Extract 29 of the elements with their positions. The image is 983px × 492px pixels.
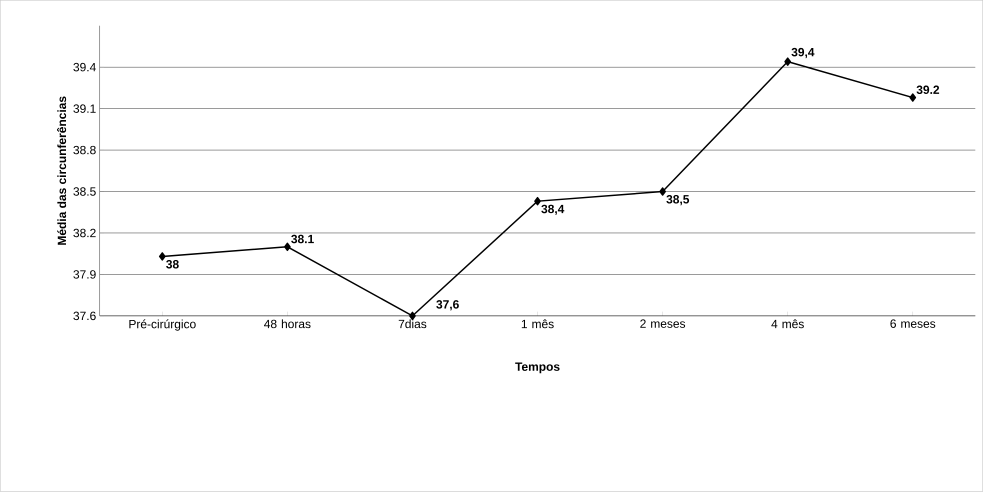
y-tick-label: 38.8 <box>73 146 96 154</box>
x-tick-label: 7dias <box>398 320 426 328</box>
x-tick-label: 2 meses <box>640 320 686 328</box>
y-tick-label: 37.9 <box>73 270 96 279</box>
y-tick-label: 38.2 <box>73 228 96 238</box>
y-axis-title: Média das circunferências <box>57 96 66 245</box>
data-label: 37,6 <box>436 300 459 311</box>
x-tick-label: 6 meses <box>890 320 936 328</box>
x-tick-label: 1 mês <box>522 320 554 328</box>
x-tick-label: 4 mês <box>771 320 804 328</box>
point <box>158 252 166 261</box>
y-tick-label: 38.5 <box>73 187 96 196</box>
data-label: 39,4 <box>791 48 814 58</box>
y-tick-label: 39.1 <box>73 104 96 113</box>
data-label: 38 <box>166 260 179 269</box>
data-label: 38,5 <box>666 195 690 206</box>
x-tick-label: Pré-cirúrgico <box>129 320 196 331</box>
point <box>534 197 541 206</box>
x-axis-title: Tempos <box>515 362 560 374</box>
point <box>284 242 291 252</box>
y-tick-label: 37.6 <box>73 312 96 320</box>
data-label: 38.1 <box>291 234 314 244</box>
data-label: 39.2 <box>916 86 940 94</box>
data-label: 38,4 <box>541 204 564 216</box>
point <box>909 93 916 102</box>
point <box>659 187 666 196</box>
x-tick-label: 48 horas <box>264 320 311 328</box>
point <box>784 58 792 66</box>
y-tick-label: 39.4 <box>73 63 96 72</box>
